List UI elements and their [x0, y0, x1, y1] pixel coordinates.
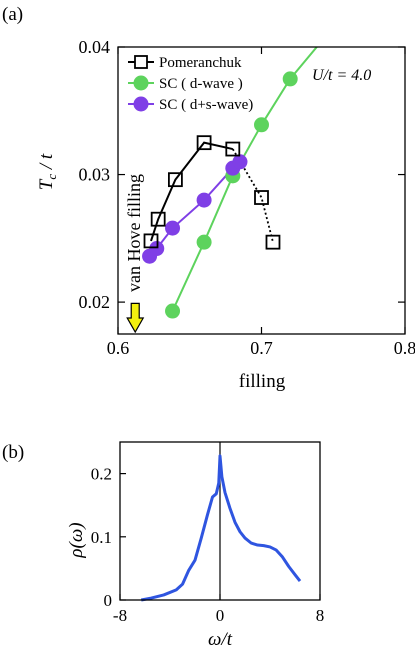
- van-hove-arrow: [126, 302, 145, 334]
- dos-curve: [140, 454, 302, 602]
- legend-label: SC ( d+s-wave): [159, 97, 253, 113]
- y-tick-label: 0.04: [79, 37, 111, 57]
- panel-a-legend: Pomeranchuk SC ( d-wave ) SC ( d+s-wave): [128, 55, 253, 113]
- d-plus-s-wave-point: [232, 154, 248, 170]
- y-tick-label: 0.2: [91, 465, 112, 484]
- y-tick-label: 0.02: [79, 292, 111, 312]
- u-over-t-annotation: U/t = 4.0: [312, 67, 371, 84]
- d-wave-point: [254, 117, 269, 133]
- y-label-main: T: [36, 178, 57, 190]
- panel-a-label: (a): [2, 4, 23, 25]
- x-tick-label: -8: [113, 606, 127, 625]
- d-plus-s-wave-point: [149, 241, 165, 257]
- panel-b-y-axis-label: ρ(ω): [66, 522, 87, 558]
- panel-a-series-layer: [142, 47, 319, 319]
- panel-b-label: (b): [2, 442, 24, 463]
- van-hove-arrow-shape: [126, 302, 145, 334]
- d-wave-point: [196, 234, 212, 250]
- panel-a-y-axis-label: Tc / t: [36, 153, 59, 190]
- pomeranchuk-point: [150, 211, 166, 227]
- y-label-tail: / t: [36, 153, 57, 174]
- x-tick-label: 8: [316, 606, 325, 625]
- panel-b-series-layer: [140, 442, 302, 602]
- legend-circle-marker: [133, 75, 149, 91]
- panel-b-x-axis-label: ω/t: [208, 629, 233, 650]
- x-tick-label: 0.6: [107, 338, 130, 358]
- y-tick-label: 0.1: [91, 528, 112, 547]
- pomeranchuk-point: [265, 234, 281, 250]
- pomeranchuk-point: [143, 233, 159, 249]
- x-tick-label: 0.7: [250, 338, 273, 358]
- legend-square-marker: [134, 55, 148, 69]
- d-wave-point: [165, 303, 181, 319]
- y-label-sub: c: [44, 174, 59, 180]
- y-tick-label: 0: [104, 591, 113, 610]
- pomeranchuk-point: [254, 190, 269, 205]
- panel-a: (a) 0.6 0.7 0.8 0.02 0.03 0.04 filling Tc / t…: [2, 4, 415, 392]
- panel-b: (b) -8 0 800.10.2 ω/t ρ(ω): [2, 441, 325, 650]
- legend-circle-marker: [133, 96, 149, 112]
- pomeranchuk-point: [225, 141, 241, 157]
- x-tick-label: 0: [216, 606, 225, 625]
- legend-label: SC ( d-wave ): [159, 76, 243, 92]
- van-hove-filling-annotation: van Hove filling: [124, 174, 144, 292]
- pomeranchuk-point: [196, 135, 212, 151]
- d-plus-s-wave-point: [165, 220, 181, 236]
- panel-b-ticks-layer: -8 0 800.10.2: [91, 465, 325, 625]
- legend-label: Pomeranchuk: [159, 55, 242, 71]
- pomeranchuk-point: [167, 172, 183, 188]
- d-wave-point: [282, 71, 298, 87]
- y-tick-label: 0.03: [79, 165, 111, 185]
- x-tick-label: 0.8: [394, 338, 415, 358]
- d-plus-s-wave-point: [196, 192, 212, 208]
- panel-a-ticks-layer: 0.6 0.7 0.8 0.02 0.03 0.04: [79, 37, 415, 358]
- panel-a-x-axis-label: filling: [239, 371, 286, 392]
